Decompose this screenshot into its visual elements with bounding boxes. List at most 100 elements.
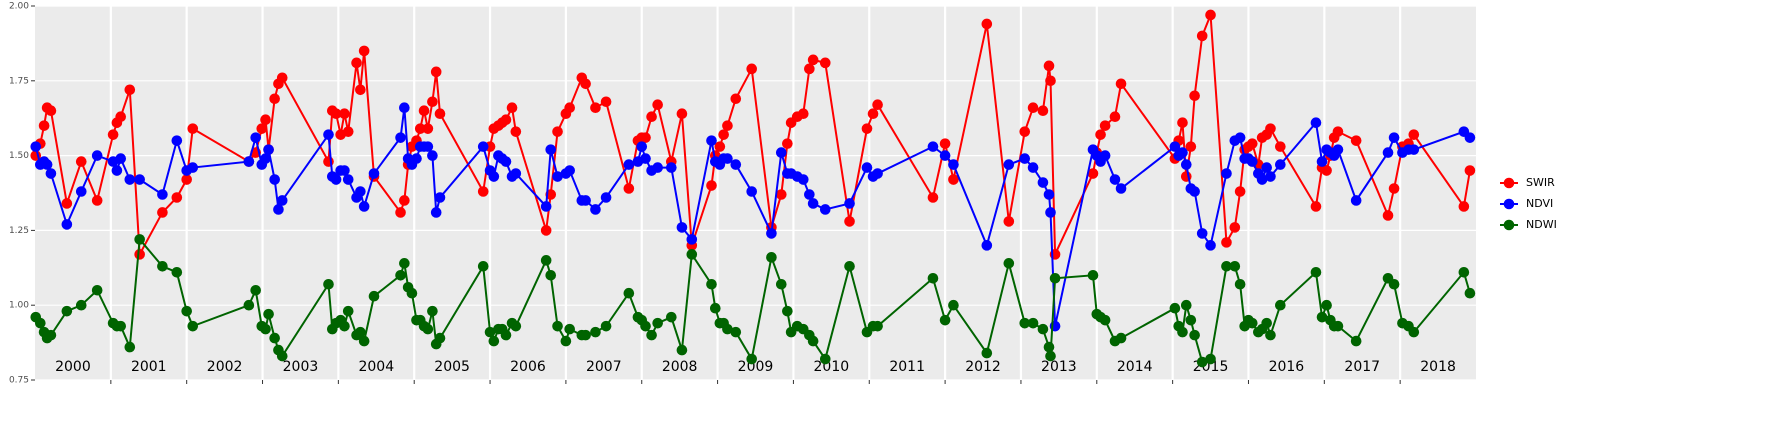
data-point <box>171 135 183 146</box>
data-point <box>775 278 787 290</box>
data-point <box>1464 165 1476 176</box>
data-point <box>1350 335 1362 347</box>
data-point <box>1246 156 1258 167</box>
data-point <box>1332 126 1344 137</box>
data-point <box>1177 326 1188 338</box>
data-point <box>323 278 334 290</box>
year-label: 2018 <box>1420 359 1456 375</box>
data-point <box>75 156 87 167</box>
data-point <box>1234 186 1246 197</box>
data-point <box>187 320 199 332</box>
year-label: 2014 <box>1117 359 1153 375</box>
data-point <box>706 278 717 290</box>
data-point <box>714 141 726 152</box>
data-point <box>1045 75 1056 87</box>
data-point <box>256 123 268 134</box>
data-point <box>766 228 777 239</box>
y-tick-label: 0.75 <box>9 376 29 386</box>
data-point <box>600 96 612 108</box>
data-point <box>1115 183 1127 194</box>
data-point <box>1350 195 1362 206</box>
data-point <box>939 138 951 149</box>
legend-key <box>1503 177 1515 189</box>
data-point <box>422 123 434 134</box>
data-point <box>545 144 557 155</box>
data-point <box>844 216 855 227</box>
data-point <box>1261 317 1272 329</box>
data-point <box>782 138 793 149</box>
data-point <box>276 195 288 206</box>
data-point <box>590 326 601 338</box>
data-point <box>552 171 563 182</box>
data-point <box>434 108 446 120</box>
data-point <box>355 84 366 96</box>
data-point <box>1350 135 1362 146</box>
data-point <box>430 66 442 78</box>
data-point <box>746 186 758 197</box>
data-point <box>775 189 787 200</box>
data-point <box>500 114 512 125</box>
data-point <box>1221 168 1232 179</box>
data-point <box>1115 332 1127 344</box>
data-point <box>488 335 500 347</box>
data-point <box>564 323 575 335</box>
data-point <box>552 126 563 137</box>
data-point <box>399 258 410 269</box>
data-point <box>766 252 777 263</box>
data-point <box>797 174 809 185</box>
data-point <box>124 84 136 96</box>
data-point <box>510 320 522 332</box>
data-point <box>358 201 370 212</box>
data-point <box>1045 207 1056 218</box>
data-point <box>948 159 959 170</box>
data-point <box>134 174 145 185</box>
data-point <box>1458 201 1470 212</box>
data-point <box>1109 174 1121 185</box>
data-point <box>981 18 993 30</box>
data-point <box>861 162 873 173</box>
data-point <box>1408 326 1420 338</box>
data-point <box>540 225 552 236</box>
data-point <box>819 353 831 365</box>
data-point <box>181 174 192 185</box>
data-point <box>1316 311 1328 323</box>
data-point <box>730 159 742 170</box>
data-point <box>45 329 57 341</box>
data-point <box>710 302 721 314</box>
data-point <box>807 335 819 347</box>
data-point <box>260 153 271 164</box>
data-point <box>981 240 993 251</box>
data-point <box>746 353 758 365</box>
data-point <box>1043 60 1055 72</box>
data-point <box>1169 141 1181 152</box>
data-point <box>171 192 183 203</box>
data-point <box>510 126 522 137</box>
data-point <box>355 326 366 338</box>
data-point <box>339 108 350 120</box>
data-point <box>1180 299 1192 311</box>
year-label: 2006 <box>510 359 546 375</box>
data-point <box>1321 299 1332 311</box>
year-label: 2002 <box>207 359 243 375</box>
data-point <box>1099 150 1111 161</box>
data-point <box>872 168 883 179</box>
data-point <box>1310 117 1322 128</box>
data-point <box>1382 210 1394 221</box>
data-point <box>676 222 688 233</box>
data-point <box>981 347 993 359</box>
data-point <box>45 168 57 179</box>
data-point <box>1196 228 1208 239</box>
data-point <box>580 195 591 206</box>
data-point <box>1019 153 1031 164</box>
data-point <box>1265 329 1276 341</box>
data-point <box>1027 102 1039 114</box>
data-point <box>676 344 688 356</box>
legend-label: SWIR <box>1526 176 1555 189</box>
data-point <box>323 129 334 140</box>
year-label: 2016 <box>1269 359 1305 375</box>
data-point <box>1003 216 1015 227</box>
data-point <box>427 96 438 108</box>
data-point <box>243 299 255 311</box>
data-point <box>269 93 280 105</box>
